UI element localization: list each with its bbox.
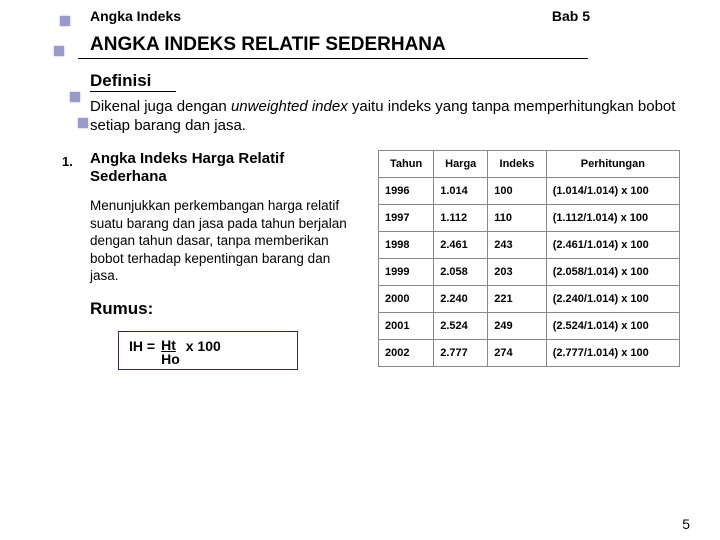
table-cell: 2.058 xyxy=(434,258,488,285)
table-header-row: TahunHargaIndeksPerhitungan xyxy=(379,150,680,177)
formula-lhs: IH = xyxy=(129,338,155,354)
table-cell: 2.461 xyxy=(434,231,488,258)
table-row: 19982.461243(2.461/1.014) x 100 xyxy=(379,231,680,258)
table-cell: 2002 xyxy=(379,339,434,366)
table-cell: 1998 xyxy=(379,231,434,258)
table-cell: 2001 xyxy=(379,312,434,339)
item-number: 1. xyxy=(62,154,73,169)
definisi-label: Definisi xyxy=(90,71,176,92)
table-cell: 2.524 xyxy=(434,312,488,339)
bullet-square-icon xyxy=(78,118,88,128)
header-right: Bab 5 xyxy=(552,8,590,24)
table-cell: 249 xyxy=(488,312,546,339)
table-row: 20002.240221(2.240/1.014) x 100 xyxy=(379,285,680,312)
formula-num: Ht xyxy=(161,337,176,353)
def-ital: unweighted index xyxy=(231,98,348,115)
table-cell: 274 xyxy=(488,339,546,366)
item-body: Menunjukkan perkembangan harga relatif s… xyxy=(90,197,360,285)
formula-den: Ho xyxy=(161,351,180,367)
table-cell: 1999 xyxy=(379,258,434,285)
table-header-cell: Harga xyxy=(434,150,488,177)
formula-tail: x 100 xyxy=(186,338,221,354)
table-cell: 1.112 xyxy=(434,204,488,231)
bullet-square-icon xyxy=(70,92,80,102)
table-row: 19961.014100(1.014/1.014) x 100 xyxy=(379,177,680,204)
formula-box: IH = Ht Ho x 100 xyxy=(118,331,298,370)
table-cell: 2.240 xyxy=(434,285,488,312)
definisi-body: Dikenal juga dengan unweighted index yai… xyxy=(90,98,680,136)
data-table: TahunHargaIndeksPerhitungan 19961.014100… xyxy=(378,150,680,367)
table-cell: 1996 xyxy=(379,177,434,204)
table-row: 20022.777274(2.777/1.014) x 100 xyxy=(379,339,680,366)
header-left: Angka Indeks xyxy=(90,8,181,24)
table-header-cell: Perhitungan xyxy=(546,150,679,177)
table-header-cell: Tahun xyxy=(379,150,434,177)
table-cell: 110 xyxy=(488,204,546,231)
page-number: 5 xyxy=(682,516,690,532)
bullet-square-icon xyxy=(54,46,64,56)
table-cell: 203 xyxy=(488,258,546,285)
table-cell: 243 xyxy=(488,231,546,258)
bullet-square-icon xyxy=(60,16,70,26)
table-cell: 2.777 xyxy=(434,339,488,366)
table-cell: 221 xyxy=(488,285,546,312)
def-pre: Dikenal juga dengan xyxy=(90,98,231,115)
table-cell: 1997 xyxy=(379,204,434,231)
table-cell: (2.240/1.014) x 100 xyxy=(546,285,679,312)
table-row: 19971.112110(1.112/1.014) x 100 xyxy=(379,204,680,231)
table-cell: (1.112/1.014) x 100 xyxy=(546,204,679,231)
page-title: ANGKA INDEKS RELATIF SEDERHANA xyxy=(78,34,588,59)
table-cell: 100 xyxy=(488,177,546,204)
table-row: 20012.524249(2.524/1.014) x 100 xyxy=(379,312,680,339)
table-cell: 2000 xyxy=(379,285,434,312)
table-cell: (2.524/1.014) x 100 xyxy=(546,312,679,339)
item-title: Angka Indeks Harga Relatif Sederhana xyxy=(90,150,360,188)
table-cell: (2.777/1.014) x 100 xyxy=(546,339,679,366)
table-cell: (2.461/1.014) x 100 xyxy=(546,231,679,258)
rumus-label: Rumus: xyxy=(90,299,360,319)
table-cell: (2.058/1.014) x 100 xyxy=(546,258,679,285)
table-row: 19992.058203(2.058/1.014) x 100 xyxy=(379,258,680,285)
table-cell: 1.014 xyxy=(434,177,488,204)
table-cell: (1.014/1.014) x 100 xyxy=(546,177,679,204)
table-header-cell: Indeks xyxy=(488,150,546,177)
